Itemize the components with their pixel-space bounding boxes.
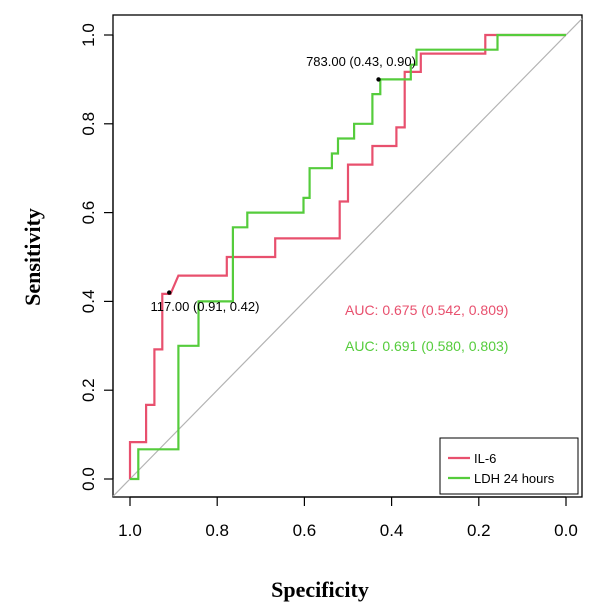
threshold-layer: 783.00 (0.43, 0.90) 117.00 (0.91, 0.42) [151, 54, 416, 314]
threshold-point [376, 77, 381, 82]
x-tick-label: 1.0 [118, 521, 142, 540]
series-line-ldh [130, 33, 566, 481]
x-tick-label: 0.2 [467, 521, 491, 540]
legend-label-il6: IL-6 [474, 451, 496, 466]
x-tick-label: 0.0 [554, 521, 578, 540]
x-tick-label: 0.4 [380, 521, 404, 540]
y-axis-title: Sensitivity [20, 208, 45, 306]
auc-label-ldh: AUC: 0.691 (0.580, 0.803) [345, 338, 508, 354]
diagonal-reference-line [112, 18, 583, 497]
y-tick-label: 0.8 [79, 112, 98, 136]
y-tick-label: 0.6 [79, 201, 98, 225]
legend: IL-6 LDH 24 hours [439, 437, 579, 495]
threshold-label: 783.00 (0.43, 0.90) [306, 54, 416, 69]
y-tick-label: 1.0 [79, 23, 98, 47]
x-axis: 1.0 0.8 0.6 0.4 0.2 0.0 [118, 496, 578, 540]
legend-box [439, 437, 579, 495]
legend-label-ldh: LDH 24 hours [474, 471, 555, 486]
x-tick-label: 0.6 [293, 521, 317, 540]
y-tick-label: 0.0 [79, 467, 98, 491]
y-axis: 0.0 0.2 0.4 0.6 0.8 1.0 [79, 23, 114, 491]
y-tick-label: 0.2 [79, 378, 98, 402]
threshold-label: 117.00 (0.91, 0.42) [151, 299, 260, 314]
x-tick-label: 0.8 [205, 521, 229, 540]
auc-label-il6: AUC: 0.675 (0.542, 0.809) [345, 302, 508, 318]
x-axis-title: Specificity [271, 577, 369, 602]
y-tick-label: 0.4 [79, 290, 98, 314]
series-layer [128, 33, 566, 481]
threshold-point [167, 290, 172, 295]
